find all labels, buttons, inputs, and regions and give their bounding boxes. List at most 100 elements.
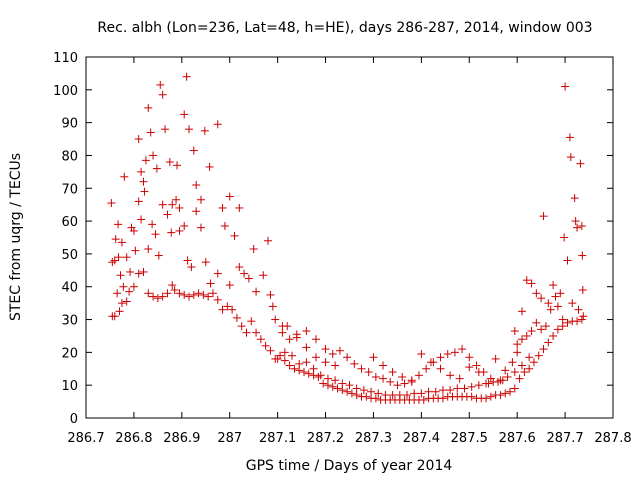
data-point [137,215,146,224]
data-point [167,228,176,237]
data-point [220,222,229,231]
data-point [323,374,332,383]
data-point [343,353,352,362]
x-tick-label: 287.4 [403,431,440,446]
data-point [204,292,213,301]
data-point [213,295,222,304]
data-point [242,328,251,337]
data-point [467,392,476,401]
data-point [288,351,297,360]
data-point [482,394,491,403]
data-point [153,294,162,303]
data-point [120,172,129,181]
data-point [517,307,526,316]
data-point [172,195,181,204]
data-point [151,230,160,239]
data-point [304,369,313,378]
data-point [426,358,435,367]
data-point [400,379,409,388]
x-tick-label: 287.2 [307,431,344,446]
x-axis-title: GPS time / Days of year 2014 [246,458,453,474]
data-point [501,389,510,398]
data-point [264,236,273,245]
data-point [225,281,234,290]
data-point [525,353,534,362]
data-point [465,353,474,362]
data-point [544,338,553,347]
data-point [168,281,177,290]
data-point [350,359,359,368]
data-point [228,305,237,314]
data-point [259,271,268,280]
data-point [152,164,161,173]
data-point [295,359,304,368]
data-point [515,374,524,383]
data-point [182,72,191,81]
x-tick-label: 287.1 [259,431,296,446]
data-point [537,325,546,334]
data-point [161,125,170,134]
data-point [141,156,150,165]
y-tick-label: 90 [61,117,78,132]
data-point [520,368,529,377]
data-point [371,372,380,381]
data-point [137,167,146,176]
data-point [510,368,519,377]
y-axis-title: STEC from uqrg / TECUs [8,153,24,321]
data-point [311,353,320,362]
data-point [180,110,189,119]
data-point [553,325,562,334]
data-point [223,302,232,311]
data-point [163,210,172,219]
x-tick-label: 286.7 [67,431,104,446]
data-point [208,289,217,298]
data-point [517,361,526,370]
data-point [395,391,404,400]
data-point [175,203,184,212]
data-point [268,302,277,311]
data-point [357,364,366,373]
data-point [134,197,143,206]
data-point [517,335,526,344]
data-point [578,286,587,295]
y-tick-label: 110 [53,51,78,66]
x-tick-label: 287.7 [546,431,583,446]
data-point [283,322,292,331]
data-point [532,318,541,327]
data-point [115,307,124,316]
data-point [129,226,138,235]
data-point [122,253,131,262]
data-point [131,246,140,255]
data-point [194,289,203,298]
x-tick-label: 287 [217,431,242,446]
data-point [532,289,541,298]
data-point [551,292,560,301]
data-point [158,90,167,99]
data-point [149,292,158,301]
data-point [144,289,153,298]
data-point [379,374,388,383]
data-point [213,269,222,278]
data-point [299,368,308,377]
data-point [343,387,352,396]
data-point [539,212,548,221]
data-point [235,263,244,272]
data-point [140,187,149,196]
data-point [417,389,426,398]
data-point [144,244,153,253]
data-point [273,354,282,363]
data-point [563,318,572,327]
data-point [494,377,503,386]
data-point [486,374,495,383]
x-axis: 286.7 286.8 286.9 287 287.1 287.2 287.3 287.4 28… [67,57,632,446]
data-point [364,368,373,377]
data-point [417,350,426,359]
data-point [522,276,531,285]
x-tick-label: 286.8 [115,431,152,446]
data-point [541,322,550,331]
data-point [189,146,198,155]
data-point [486,392,495,401]
data-point [549,281,558,290]
data-point [371,394,380,403]
